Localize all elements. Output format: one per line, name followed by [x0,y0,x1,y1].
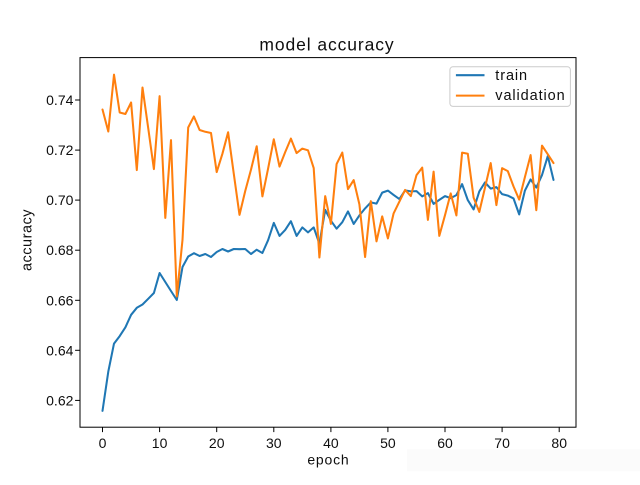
svg-text:0.64: 0.64 [46,342,73,358]
svg-text:0.62: 0.62 [46,392,73,408]
svg-text:validation: validation [495,88,565,104]
svg-text:50: 50 [380,435,396,451]
svg-text:0.68: 0.68 [46,242,73,258]
svg-text:80: 80 [551,435,567,451]
svg-text:60: 60 [437,435,453,451]
svg-text:10: 10 [152,435,168,451]
svg-text:train: train [495,68,528,84]
svg-text:0.72: 0.72 [46,142,73,158]
svg-text:epoch: epoch [307,452,349,468]
svg-text:20: 20 [209,435,225,451]
svg-text:model accuracy: model accuracy [259,35,394,55]
svg-text:0.70: 0.70 [46,192,73,208]
svg-text:70: 70 [494,435,510,451]
svg-text:accuracy: accuracy [20,209,36,271]
svg-text:0: 0 [99,435,107,451]
svg-text:40: 40 [323,435,339,451]
svg-text:30: 30 [266,435,282,451]
svg-text:0.74: 0.74 [46,92,73,108]
svg-text:0.66: 0.66 [46,292,73,308]
